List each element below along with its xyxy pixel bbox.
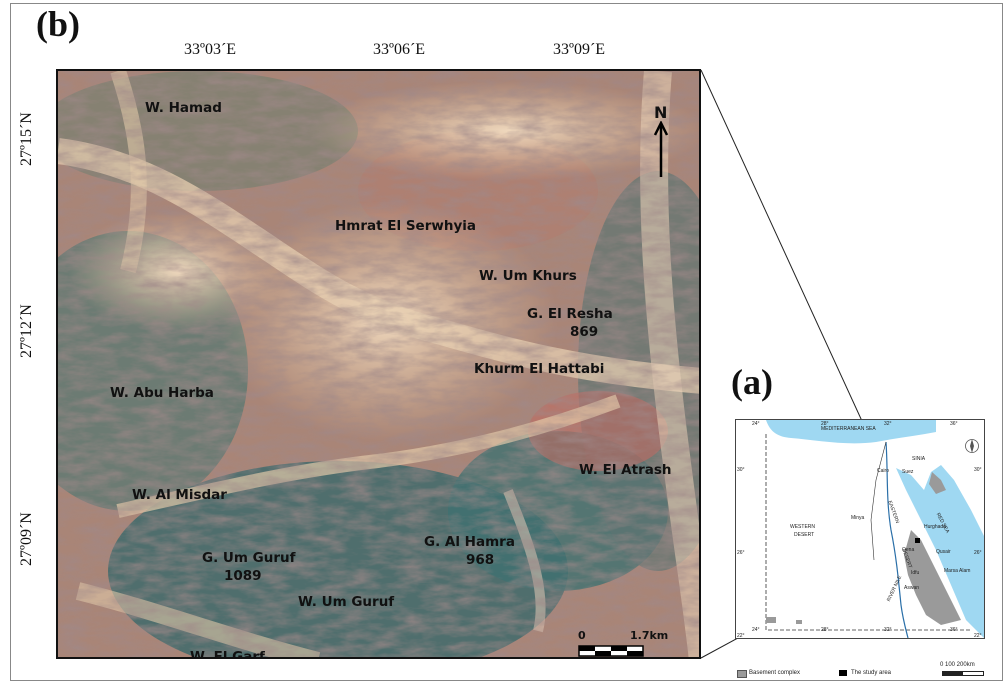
inset-scale-text: 0 100 200km [940,662,975,668]
longitude-label: 33º03´E [184,41,237,58]
place-label: Khurm El Hattabi [474,361,605,377]
inset-lat-tick: 26° [974,550,982,556]
figure-frame [10,3,1003,681]
legend-basement: Basement complex [749,670,801,676]
panel-label-b: (b) [36,4,80,44]
place-label: W. Hamad [145,100,222,116]
place-label: W. Um Khurs [479,268,577,284]
north-label: N [654,103,668,122]
inset-city: Idfu [911,570,920,576]
inset-lon-tick: 28° [821,421,829,427]
place-label: W. Al Misdar [132,487,227,503]
inset-lon-tick: 24° [752,421,760,427]
inset-lon-tick-bottom: 24° [752,627,760,633]
egypt-outline [765,420,984,638]
scale-max: 1.7km [630,629,669,642]
inset-city: Qusair [936,549,951,555]
legend-study: The study area [851,670,892,676]
north-arrow-icon [653,121,669,177]
inset-lon-tick: 36° [950,421,958,427]
longitude-label: 33º09´E [553,41,606,58]
inset-lon-tick: 32° [884,421,892,427]
inset-city: Qena [902,547,915,553]
satellite-map: N 0 1.7km W. Hamad Hmrat El Serwhyia W. … [56,69,701,659]
place-label: 1089 [224,568,262,584]
inset-lon-tick-bottom: 32° [884,627,892,633]
inset-city: Aswan [904,585,920,591]
inset-region-label: SINIA [912,456,926,462]
longitude-label: 33º06´E [373,41,426,58]
panel-label-a: (a) [731,362,773,402]
scale-zero: 0 [578,629,586,642]
place-label: 869 [570,324,599,340]
inset-lat-tick: 26° [737,550,745,556]
inset-region-label: WESTERN [790,524,815,530]
inset-city: Minya [851,515,865,521]
inset-city: Suez [902,469,914,475]
inset-lat-tick: 30° [974,467,982,473]
inset-city: Cairo [877,468,889,474]
inset-lat-tick: 30° [737,467,745,473]
place-label: W. Um Guruf [298,594,395,610]
inset-city: Marsa Alam [944,568,971,574]
scale-bar [578,645,644,657]
inset-lat-tick: 22° [737,633,745,639]
inset-lon-tick-bottom: 28° [821,627,829,633]
place-label: W. El Atrash [579,462,672,478]
place-label: W. Abu Harba [110,385,214,401]
inset-lat-tick: 22° [974,633,982,639]
inset-region-label: DESERT [794,532,815,538]
inset-city: Hurghada [924,524,946,530]
place-label: G. El Resha [527,306,613,322]
place-label: G. Um Guruf [202,550,296,566]
egypt-inset-map: 24° 28° 32° 36° 24° 28° 32° 36° 30° 26° … [735,419,985,639]
place-label: 968 [466,552,495,568]
inset-scale-bar [942,671,984,676]
inset-lon-tick-bottom: 36° [950,627,958,633]
place-label: Hmrat El Serwhyia [335,218,476,234]
legend-swatch-study [839,670,847,676]
place-label: W. El Garf [190,649,265,659]
place-label: G. Al Hamra [424,534,515,550]
compass-icon [965,439,979,453]
legend-swatch-basement [737,670,747,678]
inset-sea-label: MEDITERRANEAN SEA [821,426,876,432]
satellite-imagery [58,71,699,657]
